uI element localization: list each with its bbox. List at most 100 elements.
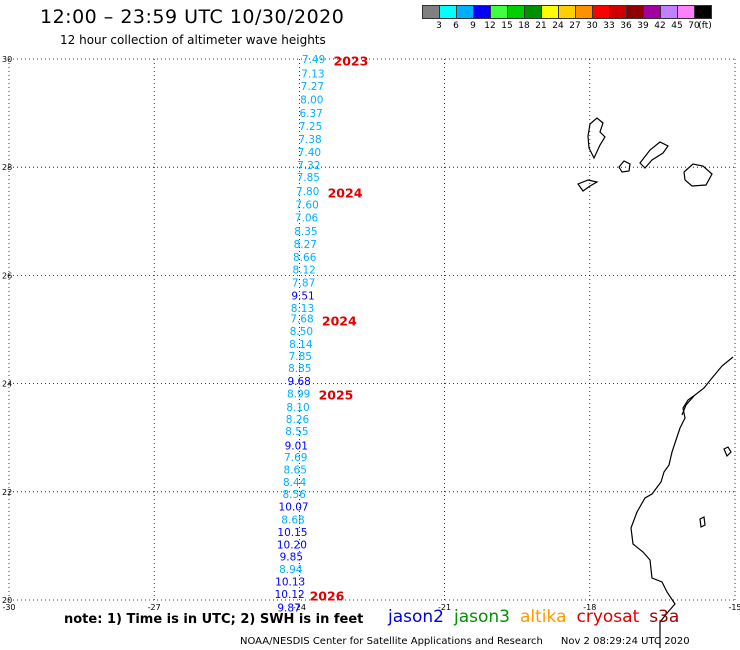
wave-height-label: 8.27 bbox=[294, 239, 317, 251]
color-legend-label: 42 bbox=[654, 21, 666, 31]
wave-height-label: 7.68 bbox=[290, 314, 313, 326]
wave-height-label: 7.60 bbox=[295, 200, 318, 212]
color-swatch bbox=[694, 5, 712, 19]
island-lanzarote bbox=[587, 117, 606, 160]
wave-height-label: 10.12 bbox=[275, 589, 305, 601]
wave-height-label: 7.85 bbox=[297, 172, 320, 184]
color-legend-label: 21 bbox=[535, 21, 547, 31]
satellite-legend: jason2 jason3 altika cryosat s3a bbox=[388, 607, 689, 627]
wave-height-label: 9.01 bbox=[285, 440, 308, 452]
credit-text: NOAA/NESDIS Center for Satellite Applica… bbox=[240, 636, 543, 647]
color-legend: 3 6 9 12 15 18 21 24 27 30 33 36 39 42 45 70 (ft) bbox=[422, 5, 712, 31]
x-tick-label: -27 bbox=[148, 603, 161, 612]
wave-height-label: 8.85 bbox=[288, 363, 311, 375]
wave-height-label: 7.40 bbox=[298, 147, 321, 159]
color-legend-label: 33 bbox=[603, 21, 615, 31]
x-tick-label: -21 bbox=[438, 603, 451, 612]
wave-height-label: 8.14 bbox=[289, 339, 313, 351]
y-tick-label: 20 bbox=[2, 596, 12, 605]
wave-height-label: 10.20 bbox=[277, 539, 307, 551]
coastline-inlet bbox=[681, 395, 695, 416]
time-label: 2024 bbox=[322, 313, 357, 328]
wave-height-label: 7.06 bbox=[295, 213, 319, 225]
island-small-east bbox=[723, 446, 732, 458]
x-tick-label: -18 bbox=[583, 603, 596, 612]
wave-height-label: 9.87 bbox=[277, 603, 300, 615]
y-tick-label: 24 bbox=[2, 380, 12, 389]
wave-height-label: 8.55 bbox=[285, 426, 308, 438]
wave-height-label: 8.50 bbox=[290, 326, 313, 338]
satellite-label: cryosat bbox=[576, 607, 640, 627]
island-gran-canaria bbox=[683, 163, 713, 187]
satellite-label: altika bbox=[520, 607, 567, 627]
wave-height-label: 10.13 bbox=[275, 577, 305, 589]
wave-height-label: 8.12 bbox=[292, 264, 315, 276]
y-tick-label: 28 bbox=[2, 163, 12, 172]
page-title: 12:00 – 23:59 UTC 10/30/2020 bbox=[40, 6, 345, 28]
time-label: 2025 bbox=[319, 387, 354, 402]
wave-height-label: 7.80 bbox=[296, 186, 319, 198]
wave-height-label: 10.15 bbox=[277, 527, 307, 539]
color-legend-label: 39 bbox=[637, 21, 649, 31]
color-legend-label: 36 bbox=[620, 21, 632, 31]
coastline-mainland bbox=[630, 356, 734, 648]
color-legend-label: 12 bbox=[484, 21, 496, 31]
y-tick-label: 30 bbox=[2, 55, 12, 64]
wave-height-label: 8.66 bbox=[293, 252, 317, 264]
color-legend-label: 27 bbox=[569, 21, 581, 31]
time-label: 2023 bbox=[334, 54, 369, 69]
wave-height-label: 10.07 bbox=[279, 501, 309, 513]
y-tick-label: 22 bbox=[2, 488, 12, 497]
wave-height-label: 7.85 bbox=[289, 351, 312, 363]
credit-line: NOAA/NESDIS Center for Satellite Applica… bbox=[240, 636, 690, 647]
wave-height-label: 7.27 bbox=[301, 81, 324, 93]
color-legend-label: 70 bbox=[688, 21, 700, 31]
satellite-label: s3a bbox=[649, 607, 680, 627]
wave-height-label: 8.56 bbox=[282, 489, 306, 501]
color-legend-labels: 3 6 9 12 15 18 21 24 27 30 33 36 39 42 45 70 (ft) bbox=[422, 19, 712, 31]
color-legend-label: 6 bbox=[453, 21, 459, 31]
wave-height-label: 9.85 bbox=[280, 552, 303, 564]
island-small-south bbox=[699, 516, 706, 528]
x-tick-label: -24 bbox=[293, 603, 306, 612]
timestamp: Nov 2 08:29:24 UTC 2020 bbox=[560, 636, 690, 647]
x-tick-label: -30 bbox=[2, 603, 15, 612]
satellite-label: jason3 bbox=[454, 607, 510, 627]
island-fuerteventura bbox=[577, 179, 599, 192]
coastline bbox=[577, 117, 734, 648]
color-legend-label: 9 bbox=[470, 21, 476, 31]
wave-height-label: 7.69 bbox=[284, 452, 307, 464]
wave-height-label: 8.35 bbox=[294, 226, 317, 238]
wave-height-label: 8.13 bbox=[291, 303, 314, 315]
wave-height-label: 8.99 bbox=[287, 388, 310, 400]
color-legend-swatches bbox=[422, 5, 712, 19]
color-legend-label: 18 bbox=[518, 21, 530, 31]
wave-height-label: 7.49 bbox=[302, 54, 325, 66]
wave-height-track: 7.497.137.278.006.377.257.387.407.327.85… bbox=[275, 54, 326, 615]
color-legend-label: (ft) bbox=[698, 21, 712, 31]
page-subtitle: 12 hour collection of altimeter wave hei… bbox=[60, 33, 326, 47]
island-tenerife bbox=[639, 141, 669, 169]
color-legend-label: 15 bbox=[501, 21, 513, 31]
wave-height-label: 7.87 bbox=[292, 277, 315, 289]
time-label: 2026 bbox=[310, 589, 345, 604]
wave-height-label: 8.68 bbox=[281, 514, 304, 526]
wave-height-label: 7.25 bbox=[299, 121, 322, 133]
wave-height-label: 7.32 bbox=[297, 160, 320, 172]
wave-height-label: 8.94 bbox=[279, 564, 303, 576]
map-grid: -30 -27 -24 -21 -18 -15 30 28 26 24 22 20 bbox=[2, 55, 740, 612]
wave-height-label: 9.51 bbox=[291, 290, 314, 302]
wave-height-label: 7.13 bbox=[301, 69, 324, 81]
color-legend-label: 24 bbox=[552, 21, 564, 31]
wave-height-label: 9.68 bbox=[287, 376, 310, 388]
y-tick-label: 26 bbox=[2, 271, 12, 280]
wave-height-label: 6.37 bbox=[299, 108, 322, 120]
island-la-gomera bbox=[618, 160, 631, 173]
wave-height-label: 8.00 bbox=[300, 95, 323, 107]
time-label: 2024 bbox=[328, 186, 363, 201]
wave-height-label: 8.26 bbox=[286, 414, 310, 426]
time-labels: 2023 2024 2024 2025 2026 bbox=[310, 54, 369, 604]
wave-height-label: 8.44 bbox=[283, 477, 307, 489]
color-legend-label: 30 bbox=[586, 21, 598, 31]
